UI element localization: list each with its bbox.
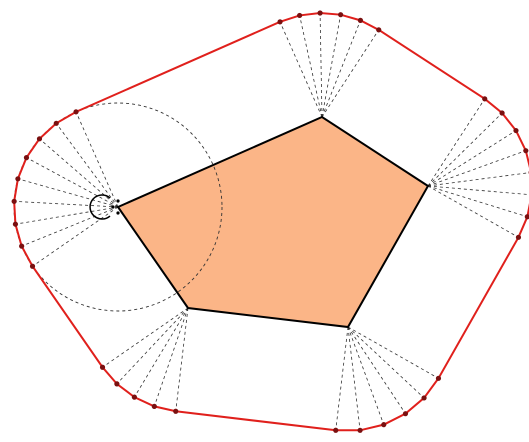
dashed-radius: [427, 185, 519, 238]
sample-dot: [151, 403, 157, 409]
dashed-radius: [427, 185, 528, 218]
dashed-radius: [175, 307, 189, 412]
sample-dot: [515, 234, 522, 240]
dashed-radius: [299, 15, 323, 118]
sample-dot: [73, 109, 79, 115]
pentagon: [116, 115, 430, 329]
dashed-radius: [14, 200, 119, 208]
sample-dot: [357, 17, 364, 23]
dashed-radius: [347, 326, 439, 379]
dashed-radius: [55, 123, 119, 208]
dashed-radius: [427, 112, 503, 187]
sample-dot: [12, 221, 19, 227]
dashed-radius: [347, 326, 361, 431]
sample-dot: [357, 427, 363, 433]
dashed-radius: [427, 172, 529, 187]
dashed-radius: [21, 206, 119, 247]
dashed-radius: [427, 98, 486, 187]
sample-dot: [297, 12, 303, 19]
dashed-radius: [102, 307, 189, 368]
sample-dot: [23, 155, 30, 161]
dashed-radius: [427, 130, 517, 187]
dashed-radius: [279, 21, 323, 118]
sample-dot: [376, 27, 382, 33]
dashed-radius: [427, 150, 526, 187]
sample-dot: [338, 12, 344, 18]
dashed-radius: [15, 206, 119, 225]
angle-marker: [89, 194, 111, 220]
dashed-radius: [335, 326, 349, 431]
dashed-radius: [116, 307, 189, 385]
sample-dot: [435, 375, 442, 381]
sample-dot: [381, 422, 387, 428]
outline: [11, 10, 529, 433]
sample-dot: [482, 96, 488, 102]
sample-dot: [523, 148, 529, 154]
angle-dot: [116, 199, 120, 203]
sample-dot: [499, 110, 505, 116]
dashed-radius: [75, 111, 119, 208]
sample-dot: [19, 243, 25, 249]
guides: [14, 13, 529, 431]
sample-dot: [114, 381, 120, 387]
dashed-radius: [321, 20, 361, 118]
dashed-radius: [319, 13, 323, 118]
sample-dot: [173, 408, 179, 414]
sample-dot: [15, 176, 21, 182]
dashed-radius: [321, 29, 380, 118]
sample-dot: [277, 19, 283, 25]
dashed-radius: [32, 206, 119, 267]
dashed-radius: [134, 307, 189, 398]
dashed-radius: [39, 138, 119, 208]
sample-dot: [513, 127, 519, 134]
sample-dot: [333, 427, 339, 433]
dashed-radius: [321, 14, 342, 118]
angle-dot: [116, 211, 120, 215]
sample-dot: [11, 198, 17, 204]
dashed-radius: [427, 185, 529, 195]
sample-dot: [53, 120, 59, 126]
sample-dot: [36, 136, 43, 142]
sample-dot: [131, 394, 137, 400]
angle-dot: [111, 205, 115, 209]
sample-dot: [99, 364, 106, 370]
sample-dot: [402, 411, 409, 417]
dashed-radius: [347, 326, 425, 399]
sample-dot: [29, 263, 36, 269]
sample-dot: [421, 395, 427, 401]
dashed-radius: [153, 307, 189, 407]
dashed-radius: [26, 157, 119, 208]
sample-dot: [524, 214, 529, 220]
dashed-radius: [17, 178, 119, 208]
dashed-radius: [347, 326, 406, 414]
sample-dot: [317, 10, 323, 16]
dashed-radius: [347, 326, 385, 425]
